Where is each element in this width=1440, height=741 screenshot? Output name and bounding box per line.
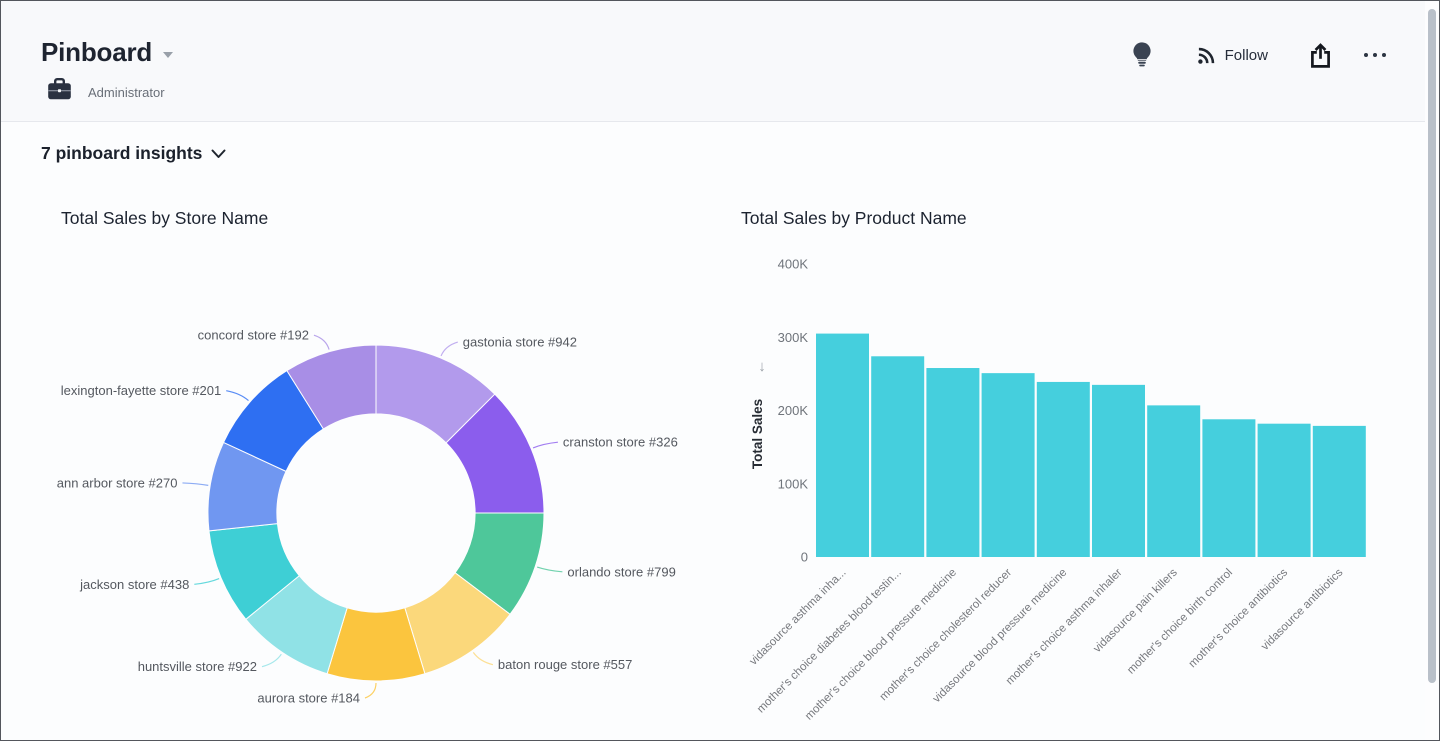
donut-label-leader [194,577,220,585]
page-scrollbar [1425,1,1439,740]
insights-bulb-button[interactable] [1129,39,1155,71]
scrollbar-thumb[interactable] [1428,9,1436,683]
insights-count-label: 7 pinboard insights [41,143,203,163]
bar[interactable] [871,356,925,557]
title-caret-icon[interactable] [163,51,174,58]
donut-segment[interactable] [286,344,377,430]
donut-segment-label: orlando store #799 [567,564,675,579]
bar[interactable] [816,333,869,557]
bar[interactable] [1092,384,1145,557]
donut-label-leader [532,441,558,449]
bar[interactable] [926,368,980,557]
author-label: Administrator [88,84,165,100]
donut-segment-label: concord store #192 [198,328,309,343]
donut-segment-label: ann arbor store #270 [57,475,178,490]
donut-label-leader [261,653,282,668]
donut-chart: gastonia store #942 cranston store #326 or… [57,328,678,706]
x-axis-category-label: mother's choice antibiotics [1187,566,1291,670]
y-axis-tick-label: 300K [778,330,809,345]
donut-segment-label: aurora store #184 [257,691,360,706]
donut-label-leader [440,341,458,357]
y-axis-tick-label: 100K [778,476,809,491]
bar[interactable] [1312,425,1366,557]
x-axis-category-label: mother's choice birth control [1125,567,1235,677]
donut-segment-label: gastonia store #942 [463,335,577,350]
insights-toggle[interactable]: 7 pinboard insights [41,143,226,164]
donut-segment-label: cranston store #326 [563,435,678,450]
donut-segment-label: jackson store #438 [79,577,189,592]
briefcase-icon [47,78,72,106]
donut-segment-label: huntsville store #922 [138,659,257,674]
lightbulb-icon [1133,42,1151,67]
pinboard-header: Pinboard Administrator [1,1,1439,122]
charts-row: Total Sales by Store Name gastonia store… [1,191,1439,740]
rss-icon [1197,47,1214,64]
sort-descending-arrow-icon[interactable]: ↓ [758,358,766,375]
bar-chart-tile: Total Sales by Product Name 400K 300K 200K… [706,191,1439,740]
chevron-down-icon [211,149,226,158]
ellipsis-icon [1364,53,1386,57]
donut-label-leader [364,682,377,699]
share-button[interactable] [1306,40,1335,71]
x-axis-category-label: mother's choice asthma inhaler [1004,567,1125,688]
more-options-button[interactable] [1359,48,1391,62]
bar-chart-title: Total Sales by Product Name [741,208,967,228]
page-title: Pinboard [41,37,153,67]
donut-segment-label: lexington-fayette store #201 [61,383,221,398]
bar[interactable] [981,373,1035,557]
donut-segment-label: baton rouge store #557 [498,657,632,672]
bar[interactable] [1147,405,1201,557]
insights-bar: 7 pinboard insights [1,122,1439,164]
follow-button[interactable]: Follow [1197,46,1268,65]
donut-label-leader [313,334,330,350]
y-axis-tick-label: 200K [778,403,809,418]
donut-label-leader [226,390,249,402]
y-axis-tick-label: 400K [778,257,809,272]
y-axis-title: Total Sales [750,399,765,469]
x-axis-category-label: vidasource asthma inha... [747,567,848,668]
y-axis-tick-label: 0 [801,550,808,565]
donut-label-leader [182,482,209,486]
donut-label-leader [472,652,494,666]
donut-chart-tile: Total Sales by Store Name gastonia store… [1,191,706,740]
donut-chart-title: Total Sales by Store Name [61,208,269,228]
bar[interactable] [1202,419,1256,557]
donut-label-leader [536,566,563,573]
follow-label: Follow [1224,46,1268,64]
bar[interactable] [1257,423,1311,557]
bar-chart: 400K 300K 200K 100K 0 ↓ Total Sales vidasource … [747,257,1366,723]
share-upload-icon [1311,42,1330,68]
bar[interactable] [1036,381,1090,557]
